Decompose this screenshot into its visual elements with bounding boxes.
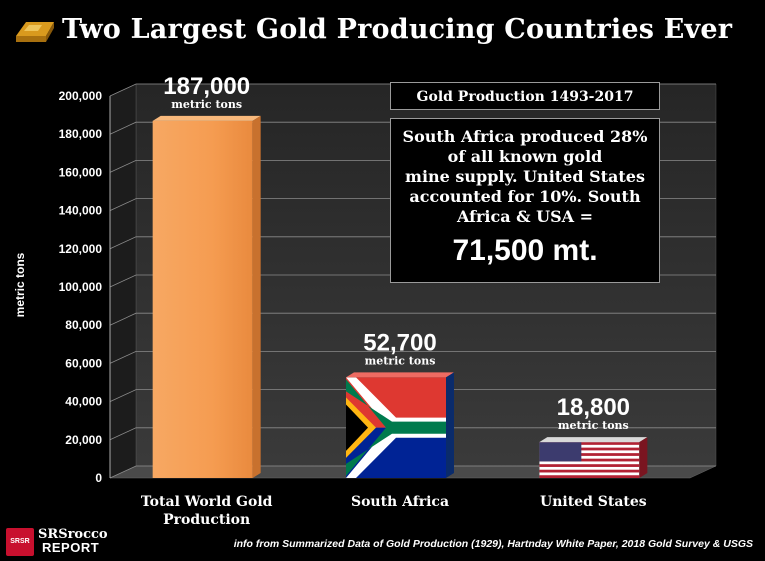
y-tick-label: 60,000: [65, 356, 102, 370]
bar-front: [152, 120, 253, 478]
x-category-label: United States: [540, 494, 647, 510]
gridline: [109, 389, 716, 402]
south-africa-flag-texture: [346, 377, 446, 478]
title-row: Two Largest Gold Producing Countries Eve…: [0, 0, 765, 64]
category-labels: Total World Gold Production South Africa Un…: [141, 494, 647, 528]
value-label: 18,800: [557, 394, 630, 421]
bar-side: [252, 115, 261, 478]
bar-top: [539, 437, 648, 443]
page-title: Two Largest Gold Producing Countries Eve…: [62, 14, 733, 45]
gridline: [109, 312, 716, 326]
flag-black: [346, 404, 368, 451]
bar-top: [346, 372, 454, 378]
y-tick-label: 180,000: [59, 127, 103, 141]
source-note: info from Summarized Data of Gold Produc…: [233, 538, 753, 550]
flag-stripe: [539, 447, 640, 451]
gridline: [109, 427, 716, 441]
bar-world: [152, 115, 261, 478]
x-category-label-line2: Production: [163, 512, 250, 528]
value-label: 52,700: [363, 329, 436, 356]
y-tick-label: 120,000: [59, 242, 103, 256]
y-tick-label: 40,000: [65, 395, 102, 409]
flag-stripe: [539, 453, 640, 456]
flag-green: [346, 379, 446, 476]
flag-canton: [539, 442, 582, 462]
x-category-label: South Africa: [351, 494, 449, 510]
bar-south-africa: [346, 372, 454, 478]
period-label: Gold Production 1493-2017: [390, 82, 660, 110]
x-category-label: Total World Gold: [141, 494, 273, 510]
y-tick-label: 160,000: [59, 165, 103, 179]
logo-subtitle: REPORT: [42, 540, 100, 555]
y-axis-ticks: 0 20,000 40,000 60,000 80,000 100,000 120,000 1…: [59, 89, 111, 485]
united-states-flag-texture: [539, 442, 640, 478]
value-unit-label: metric tons: [171, 98, 242, 111]
bars: [152, 115, 648, 478]
annotation-total: 71,500 mt.: [452, 234, 598, 267]
annotation-box: South Africa produced 28% of all known g…: [390, 118, 660, 283]
gold-bar-icon: [16, 22, 54, 42]
flag-stripe: [539, 464, 640, 467]
gridline: [109, 350, 716, 364]
bar-united-states: [539, 437, 648, 478]
logo-name: SRSrocco: [38, 527, 108, 542]
y-tick-label: 140,000: [59, 204, 103, 218]
flag-stripe: [539, 442, 640, 445]
y-tick-label: 20,000: [65, 433, 102, 447]
gridline: [109, 465, 716, 479]
y-tick-label: 80,000: [65, 318, 102, 332]
y-tick-label: 200,000: [59, 89, 103, 103]
value-unit-label: metric tons: [558, 419, 629, 432]
y-axis-label: metric tons: [13, 252, 27, 317]
flag-stripe: [539, 469, 640, 473]
value-label: 187,000: [163, 73, 250, 100]
annotation-line-2: mine supply. United States accounted for…: [405, 167, 645, 226]
bar-side: [446, 372, 454, 478]
srsrocco-logo: SRSR SRSrocco REPORT: [6, 527, 156, 556]
bar-top: [152, 115, 261, 121]
y-tick-label: 100,000: [59, 280, 103, 294]
annotation-line-1: South Africa produced 28% of all known g…: [402, 127, 648, 166]
y-tick-label: 0: [95, 471, 102, 485]
flag-stripe: [539, 458, 640, 462]
logo-badge: SRSR: [6, 528, 34, 556]
value-unit-label: metric tons: [365, 354, 436, 367]
flag-stripe: [539, 475, 640, 478]
bar-side: [639, 437, 648, 478]
